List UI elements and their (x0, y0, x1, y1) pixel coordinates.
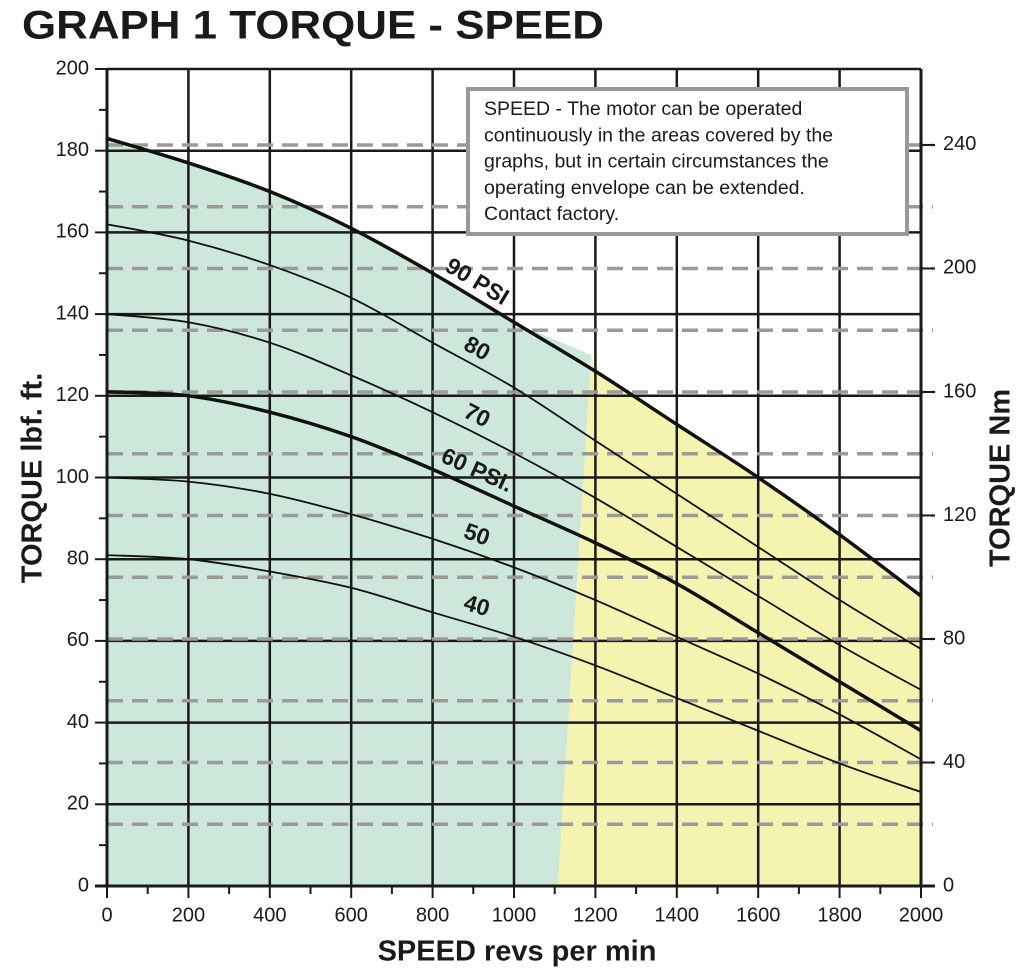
series-line (106, 313, 922, 691)
y-tick-label: 100 (56, 466, 89, 488)
y2-tick-label: 160 (943, 380, 976, 402)
y-tick-label: 40 (67, 711, 89, 733)
annotation-text: Contact factory. (484, 203, 619, 225)
annotation-text: graphs, but in certain circumstances the (484, 151, 829, 173)
annotation-box (466, 87, 909, 236)
x-tick-label: 1000 (492, 904, 537, 926)
y2-tick-label: 120 (943, 504, 976, 526)
x-tick-label: 600 (335, 904, 368, 926)
y-tick-label: 160 (56, 221, 89, 243)
annotation-text: SPEED - The motor can be operated (484, 98, 802, 120)
y-tick-label: 120 (56, 384, 89, 406)
y2-axis-label: TORQUE Nm (985, 389, 1017, 567)
x-tick-label: 2000 (899, 904, 944, 926)
x-tick-label: 1400 (655, 904, 700, 926)
series-line (106, 136, 923, 598)
y-tick-label: 200 (56, 57, 89, 79)
x-axis-label: SPEED revs per min (378, 936, 657, 968)
shade-region (107, 138, 592, 886)
x-tick-label: 1800 (817, 904, 862, 926)
y2-tick-label: 200 (943, 257, 976, 279)
series-line (106, 389, 922, 733)
x-tick-label: 800 (416, 904, 449, 926)
y-tick-label: 60 (67, 629, 89, 651)
x-tick-label: 1600 (736, 904, 781, 926)
y2-tick-label: 0 (943, 874, 954, 896)
y-axis-label: TORQUE lbf. ft. (17, 373, 49, 584)
y2-tick-label: 40 (943, 751, 965, 773)
y-tick-label: 140 (56, 302, 89, 324)
x-tick-label: 0 (101, 904, 112, 926)
x-tick-label: 400 (253, 904, 286, 926)
annotation-text: operating envelope can be extended. (484, 177, 805, 199)
y-tick-label: 20 (67, 793, 89, 815)
y2-tick-label: 240 (943, 133, 976, 155)
series-line (106, 476, 922, 761)
y-tick-label: 180 (56, 139, 89, 161)
series-line (106, 554, 922, 793)
annotation-text: continuously in the areas covered by the (484, 124, 833, 146)
x-tick-label: 1200 (573, 904, 618, 926)
series-line (106, 223, 922, 650)
y-tick-label: 80 (67, 547, 89, 569)
x-tick-label: 200 (172, 904, 205, 926)
chart-title: GRAPH 1 TORQUE - SPEED (22, 4, 604, 48)
y-tick-label: 0 (78, 874, 89, 896)
y2-tick-label: 80 (943, 627, 965, 649)
